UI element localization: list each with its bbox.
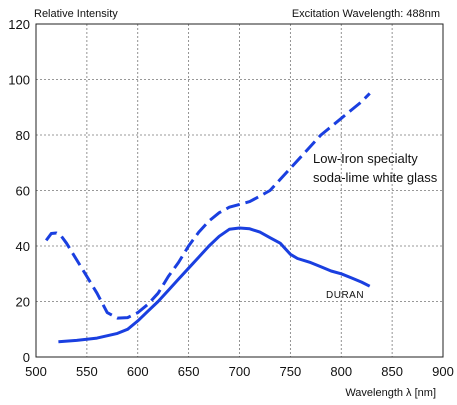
- x-tick-label: 900: [432, 364, 454, 379]
- low-iron-series-label: Low-Iron specialty soda-lime white glass: [313, 151, 438, 185]
- grid: [35, 23, 444, 358]
- axes: 500 550 600 650 700 750 800 850 900 0 20 40 60 80 100 1…: [8, 17, 454, 379]
- y-axis-label: Relative Intensity: [34, 8, 118, 20]
- x-tick-label: 700: [229, 364, 251, 379]
- y-tick-label: 60: [16, 184, 30, 199]
- x-tick-label: 650: [178, 364, 200, 379]
- low-iron-series-line: [44, 92, 371, 320]
- y-tick-label: 100: [8, 73, 30, 88]
- x-axis-label: Wavelength λ [nm]: [345, 387, 436, 399]
- duran-series-line: [58, 226, 371, 344]
- low-iron-label-line-2: soda-lime white glass: [313, 170, 438, 185]
- excitation-wavelength-label: Excitation Wavelength: 488nm: [292, 8, 440, 20]
- x-tick-label: 600: [127, 364, 149, 379]
- labels: Relative Intensity Excitation Wavelength…: [34, 8, 440, 399]
- x-tick-label: 500: [25, 364, 47, 379]
- x-tick-label: 800: [330, 364, 352, 379]
- duran-series-label: DURAN: [326, 290, 364, 301]
- y-tick-label: 80: [16, 128, 30, 143]
- plot-frame: [35, 23, 444, 358]
- y-tick-label: 120: [8, 17, 30, 32]
- x-tick-label: 550: [76, 364, 98, 379]
- series-lines: [44, 92, 371, 344]
- y-tick-label: 40: [16, 239, 30, 254]
- x-tick-label: 750: [280, 364, 302, 379]
- y-tick-label: 0: [23, 350, 30, 365]
- low-iron-label-line-1: Low-Iron specialty: [313, 151, 418, 166]
- x-tick-label: 850: [381, 364, 403, 379]
- y-tick-label: 20: [16, 295, 30, 310]
